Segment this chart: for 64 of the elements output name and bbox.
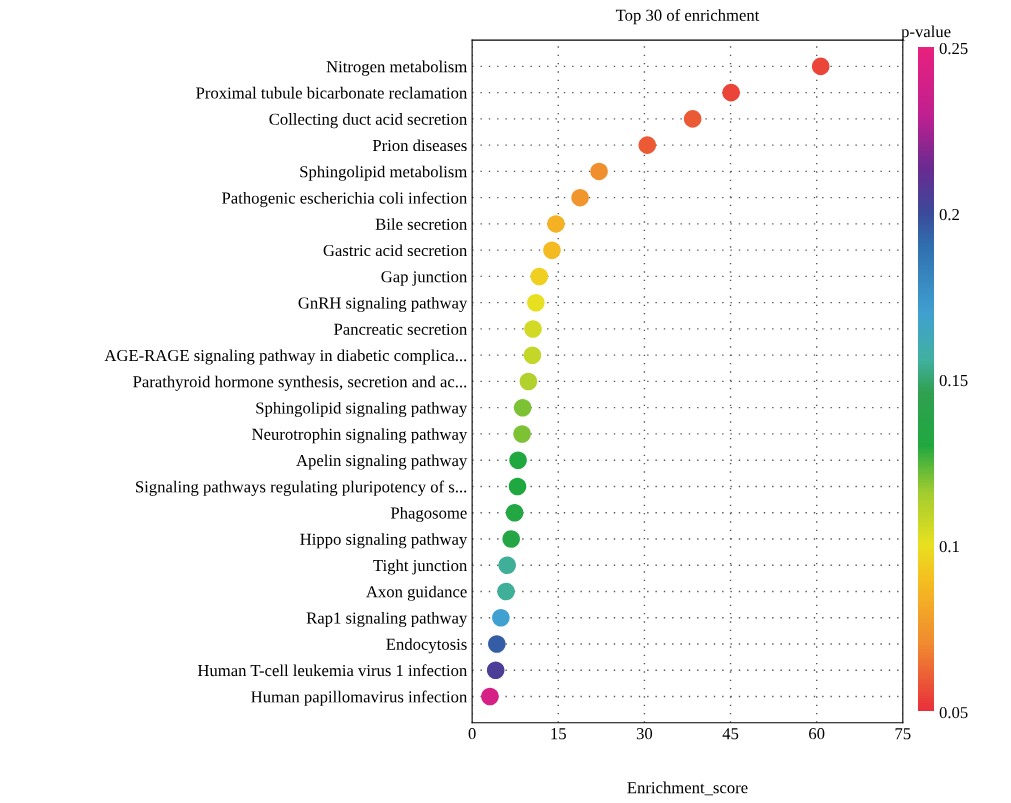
point bbox=[508, 477, 527, 496]
x-tick-label: 15 bbox=[551, 728, 566, 740]
y-tick-label: Parathyroid hormone synthesis, secretion and ac... bbox=[133, 375, 467, 391]
x-tick-label: 75 bbox=[895, 728, 911, 740]
x-tick-label: 60 bbox=[809, 728, 825, 740]
y-tick-label: Proximal tubule bicarbonate reclamation bbox=[196, 86, 468, 99]
point bbox=[505, 503, 524, 522]
y-tick-label: Human T-cell leukemia virus 1 infection bbox=[197, 664, 468, 677]
point bbox=[513, 425, 531, 443]
point bbox=[481, 687, 499, 706]
chart-title: Top 30 of enrichment bbox=[615, 8, 760, 25]
y-tick-label: Prion diseases bbox=[372, 139, 467, 152]
y-tick-label: Human papillomavirus infection bbox=[251, 690, 468, 706]
point bbox=[497, 582, 515, 601]
point bbox=[530, 267, 549, 286]
x-tick-label: 30 bbox=[636, 728, 653, 740]
point bbox=[502, 530, 520, 548]
x-axis-title: Enrichment_score bbox=[627, 781, 748, 796]
point bbox=[488, 635, 506, 653]
y-tick-label: Axon guidance bbox=[366, 585, 467, 601]
y-tick-label: AGE-RAGE signaling pathway in diabetic complica... bbox=[104, 349, 467, 365]
y-tick-label: Bile secretion bbox=[375, 218, 468, 230]
y-tick-label: Neurotrophin signaling pathway bbox=[252, 428, 468, 444]
y-tick-label: Pancreatic secretion bbox=[334, 323, 468, 335]
color-bar-label: 0.2 bbox=[939, 208, 959, 221]
y-tick-label: Gastric acid secretion bbox=[323, 244, 468, 257]
y-tick-label: Signaling pathways regulating pluripotency of s... bbox=[136, 480, 467, 496]
point bbox=[509, 451, 527, 469]
y-tick-label: GnRH signaling pathway bbox=[298, 296, 468, 313]
color-bar-label: 0.15 bbox=[939, 374, 968, 387]
y-tick-label: Hippo signaling pathway bbox=[300, 533, 468, 549]
y-tick-label: Tight junction bbox=[373, 559, 468, 575]
point bbox=[590, 162, 608, 181]
y-tick-label: Sphingolipid signaling pathway bbox=[256, 401, 468, 418]
y-tick-label: Collecting duct acid secretion bbox=[269, 113, 468, 129]
point bbox=[811, 57, 830, 76]
y-tick-label: Phagosome bbox=[390, 506, 467, 523]
point bbox=[527, 293, 545, 312]
point bbox=[683, 110, 702, 128]
point bbox=[523, 346, 542, 364]
y-tick-label: Apelin signaling pathway bbox=[296, 454, 468, 470]
x-tick-label: 0 bbox=[468, 728, 476, 740]
point bbox=[524, 320, 542, 338]
point bbox=[498, 556, 516, 574]
point bbox=[571, 188, 589, 207]
y-tick-label: Sphingolipid metabolism bbox=[300, 165, 468, 181]
color-bar-label: 0.25 bbox=[939, 42, 968, 55]
point bbox=[547, 215, 565, 233]
y-tick-label: Nitrogen metabolism bbox=[326, 60, 468, 76]
color-bar-title: p-value bbox=[901, 25, 951, 41]
y-tick-label: Endocytosis bbox=[386, 638, 467, 654]
point bbox=[722, 83, 740, 102]
point bbox=[486, 661, 505, 679]
point bbox=[638, 136, 657, 154]
x-tick-label: 45 bbox=[722, 728, 739, 740]
color-bar-label: 0.05 bbox=[939, 706, 968, 719]
point bbox=[543, 241, 561, 259]
y-tick-label: Gap junction bbox=[381, 271, 468, 286]
color-bar-label: 0.1 bbox=[939, 540, 959, 553]
point bbox=[519, 372, 538, 391]
point bbox=[492, 608, 510, 627]
y-tick-label: Rap1 signaling pathway bbox=[306, 611, 468, 628]
point bbox=[513, 398, 532, 417]
y-tick-label: Pathogenic escherichia coli infection bbox=[222, 191, 468, 208]
